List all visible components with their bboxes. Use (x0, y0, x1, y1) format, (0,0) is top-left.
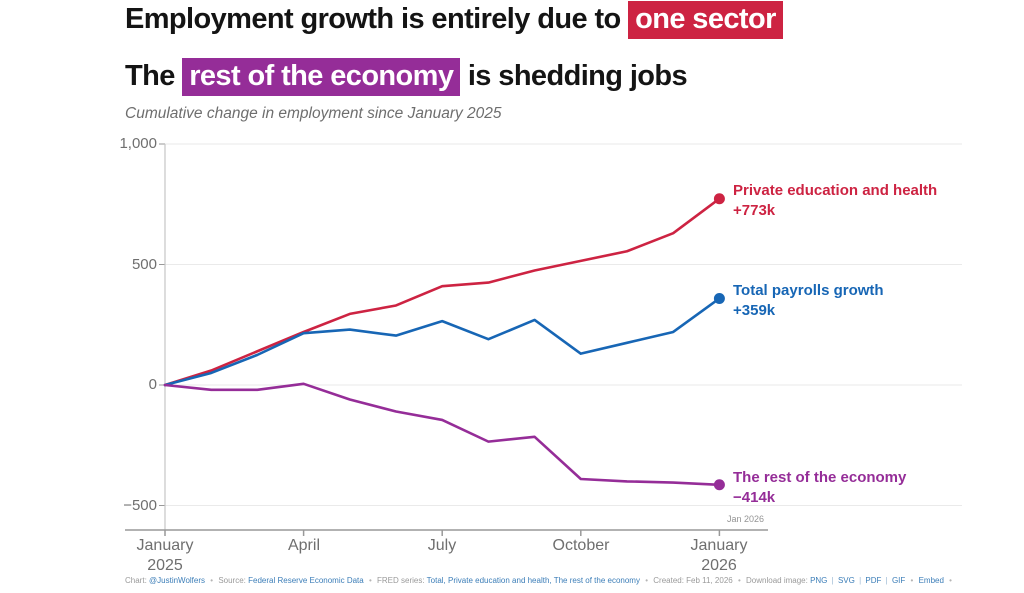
x-tick-label: July (427, 537, 457, 554)
y-tick-500: 500 (131, 256, 157, 273)
footer-separator: • (645, 576, 649, 585)
footer-separator: • (910, 576, 914, 585)
series-name: Total payrolls growth (733, 282, 884, 299)
series-end-dot-purple (713, 479, 725, 491)
x-tick-label: 2026 (701, 557, 737, 574)
x-tick-label: January (690, 537, 748, 554)
series-label-total-payrolls: Total payrolls growth +359k (733, 281, 884, 321)
title-highlight-one-sector: one sector (628, 1, 783, 39)
series-value: +773k (733, 202, 776, 219)
footer-download-pdf-link[interactable]: PDF (865, 576, 882, 585)
x-tick-january-2026: January 2026 (664, 536, 774, 576)
series-end-dot-red (713, 193, 725, 205)
series-value: −414k (733, 489, 776, 506)
series-name: Private education and health (733, 182, 938, 199)
footer-separator: • (368, 576, 372, 585)
title-text: Employment growth is entirely due to (125, 3, 629, 35)
footer-download-png-link[interactable]: PNG (810, 576, 828, 585)
title-line-2: The rest of the economy is shedding jobs (125, 58, 1005, 96)
title-text: is shedding jobs (460, 60, 688, 92)
y-tick-minus-500: −500 (123, 497, 157, 514)
footer-separator: • (210, 576, 214, 585)
axis-end-note: Jan 2026 (727, 514, 765, 524)
x-tick-label: January (136, 537, 194, 554)
x-tick-label: 2025 (147, 557, 183, 574)
footer-download-label: Download image: (746, 576, 808, 585)
footer-bar: | (859, 576, 862, 585)
series-label-private-education-health: Private education and health +773k (733, 181, 937, 221)
footer-download-svg-link[interactable]: SVG (837, 576, 855, 585)
x-tick-october: October (526, 536, 636, 556)
x-tick-july: July (387, 536, 497, 556)
title-line-1: Employment growth is entirely due to one… (125, 1, 1005, 39)
footer-bar: | (885, 576, 888, 585)
footer-download-gif-link[interactable]: GIF (891, 576, 906, 585)
title-text: The (125, 60, 183, 92)
footer-embed-link[interactable]: Embed (918, 576, 944, 585)
title-highlight-rest-of-economy: rest of the economy (182, 58, 461, 96)
footer-created: Created: Feb 11, 2026 (653, 576, 733, 585)
footer-fred-label: FRED series: (377, 576, 425, 585)
footer-fred-series-link[interactable]: Total, Private education and health, The… (426, 576, 640, 585)
footer-separator: • (949, 576, 952, 585)
series-label-rest-of-economy: The rest of the economy −414k (733, 468, 906, 508)
footer-author-link[interactable]: @JustinWolfers (149, 576, 206, 585)
footer-source-label: Source: (218, 576, 246, 585)
footer-bar: | (831, 576, 834, 585)
chart-subtitle: Cumulative change in employment since Ja… (125, 105, 502, 122)
footer-chart-label: Chart: (125, 576, 147, 585)
x-tick-january-2025: January 2025 (110, 536, 220, 576)
x-tick-april: April (249, 536, 359, 556)
series-line-blue (163, 297, 721, 387)
x-tick-label: October (552, 537, 610, 554)
x-tick-label: April (287, 537, 320, 554)
series-line-red (163, 197, 721, 387)
series-line-purple (163, 382, 721, 487)
page-title: Employment growth is entirely due to one… (125, 1, 1005, 96)
series-value: +359k (733, 302, 776, 319)
y-tick-0: 0 (148, 376, 157, 393)
series-name: The rest of the economy (733, 469, 907, 486)
chart-footer: Chart: @JustinWolfers • Source: Federal … (125, 576, 1005, 585)
y-tick-1000: 1,000 (119, 135, 157, 152)
footer-separator: • (737, 576, 741, 585)
series-end-dot-blue (713, 292, 725, 304)
footer-source-link[interactable]: Federal Reserve Economic Data (248, 576, 364, 585)
